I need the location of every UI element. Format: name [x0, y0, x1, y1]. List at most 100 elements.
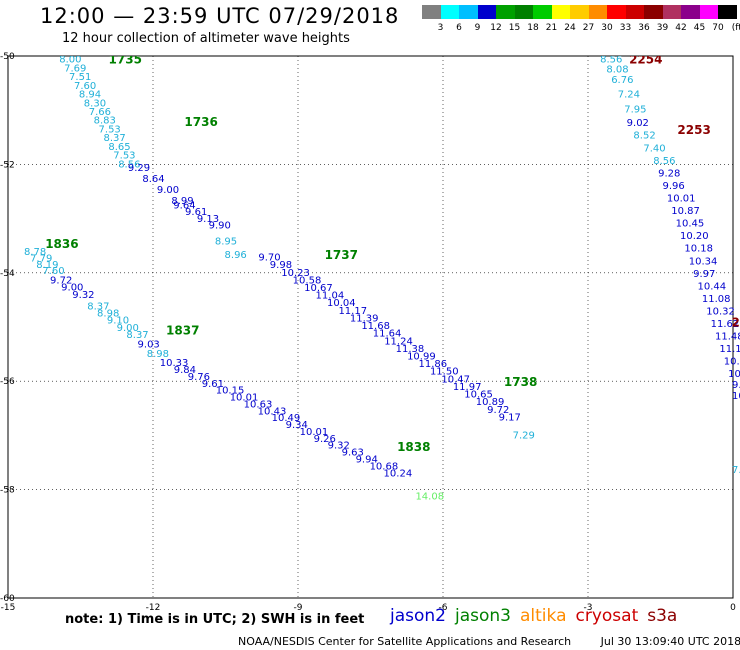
wave-height-value: 9.29 — [128, 163, 150, 174]
longitude-tick-label: -12 — [146, 603, 161, 613]
wave-height-value: 10.63 — [244, 399, 273, 410]
wave-height-value: 11.86 — [419, 359, 448, 370]
wave-height-value: 9.02 — [627, 118, 649, 129]
wave-height-value: 7.53 — [99, 124, 121, 135]
wave-height-value: 9.97 — [693, 269, 715, 280]
wave-height-value: 11.97 — [453, 382, 482, 393]
pass-time-label: 1836 — [45, 237, 78, 251]
legend-swatch — [699, 5, 719, 19]
wave-height-value: 10.99 — [407, 352, 436, 363]
wave-height-labels: 8.007.697.517.608.948.307.668.837.538.37… — [24, 53, 740, 503]
wave-height-value: 9.72 — [50, 275, 72, 286]
wave-height-value: 10.18 — [684, 244, 713, 255]
wave-height-value: 8.37 — [87, 301, 109, 312]
wave-height-value: 9.61 — [202, 379, 224, 390]
legend-label: 15 — [508, 23, 521, 33]
legend-swatch — [662, 5, 682, 19]
pass-time-label: 1735 — [109, 53, 142, 67]
wave-height-value: 10.47 — [441, 374, 470, 385]
pass-time-label: 22 — [732, 316, 740, 330]
satellite-label-s3a: s3a — [647, 606, 678, 626]
wave-height-value: 7.24 — [618, 90, 640, 101]
wave-height-value: 10.45 — [676, 219, 705, 230]
legend-swatch — [588, 5, 608, 19]
wave-height-value: 10.67 — [304, 283, 333, 294]
wave-height-value: 14.08 — [415, 492, 444, 503]
wave-height-value: 9.84 — [174, 365, 196, 376]
wave-height-value: 7.60 — [42, 266, 64, 277]
wave-height-value: 10.68 — [370, 461, 399, 472]
latitude-tick-label: -56 — [0, 377, 15, 387]
legend-label: 6 — [456, 23, 462, 33]
wave-height-value: 10.13 — [724, 357, 740, 368]
wave-height-value: 8.96 — [225, 250, 247, 261]
wave-height-value: 10.87 — [671, 206, 700, 217]
wave-height-value: 8.56 — [653, 156, 675, 167]
satellite-label-jason3: jason3 — [455, 606, 511, 626]
legend-swatch — [551, 5, 571, 19]
wave-height-value: 10.43 — [258, 406, 287, 417]
wave-height-value: 9.63 — [342, 448, 364, 459]
wave-height-value: 9.00 — [117, 323, 139, 334]
wave-height-value: 10.24 — [384, 468, 413, 479]
wave-height-value: 8.98 — [97, 309, 119, 320]
wave-height-value: 11.15 — [719, 344, 740, 355]
pass-time-label: 1838 — [397, 440, 430, 454]
wave-height-value: 9.03 — [138, 339, 160, 350]
wave-height-value: 7.29 — [513, 430, 535, 441]
wave-height-value: 10.65 — [464, 390, 493, 401]
wave-height-value: 9.98 — [270, 260, 292, 271]
longitude-tick-label: -15 — [1, 603, 16, 613]
pass-time-label: 2253 — [677, 123, 710, 137]
pass-time-label: 1736 — [184, 115, 217, 129]
note-text: note: 1) Time is in UTC; 2) SWH is in fe… — [65, 612, 365, 627]
legend-swatch — [496, 5, 515, 19]
wave-height-value: 9.90 — [209, 221, 231, 232]
latitude-tick-label: -52 — [0, 160, 15, 170]
wave-height-value: 7.51 — [69, 72, 91, 83]
legend-swatch — [718, 5, 737, 19]
wave-height-value: 8.08 — [606, 64, 628, 75]
wave-height-value: 11.62 — [711, 319, 740, 330]
wave-height-value: 11.38 — [396, 344, 425, 355]
latitude-tick-label: -54 — [0, 269, 15, 279]
legend-label: 21 — [545, 23, 558, 33]
wave-height-value: 10.89 — [476, 397, 505, 408]
wave-height-value: 10.49 — [272, 413, 301, 424]
legend-label: 27 — [582, 23, 595, 33]
wave-height-value: 7.60 — [74, 81, 96, 92]
wave-height-value: 9.26 — [314, 434, 336, 445]
wave-height-value: 8.83 — [94, 116, 116, 127]
wave-height-value: 9.70 — [258, 253, 280, 264]
wave-height-value: 9.72 — [487, 405, 509, 416]
longitude-tick-label: -6 — [439, 603, 448, 613]
wave-height-value: 8.64 — [142, 174, 164, 185]
legend-swatch — [514, 5, 534, 19]
wave-height-value: 9.61 — [185, 207, 207, 218]
map-subtitle: 12 hour collection of altimeter wave hei… — [62, 31, 350, 46]
wave-height-value: 9.28 — [658, 169, 680, 180]
wave-height-value: 11.39 — [350, 313, 379, 324]
legend-label: 42 — [675, 23, 687, 33]
satellite-legend: jason2 jason3 altika cryosat s3a — [390, 606, 686, 626]
legend-swatch — [477, 5, 497, 19]
wave-height-value: 8.56 — [118, 159, 140, 170]
legend-label: 30 — [601, 23, 613, 33]
latitude-tick-label: -60 — [0, 594, 15, 604]
wave-height-value: 11.64 — [373, 329, 402, 340]
latitude-tick-label: -58 — [0, 486, 15, 496]
legend-label: 70 — [712, 23, 724, 33]
legend-swatch — [422, 5, 441, 19]
legend-swatch — [644, 5, 663, 19]
map-frame — [7, 55, 734, 599]
wave-height-value: 7.95 — [624, 105, 646, 116]
wave-height-value: 9.32 — [72, 290, 94, 301]
wave-height-value: 9.17 — [499, 412, 521, 423]
longitude-tick-label: -9 — [294, 603, 303, 613]
wave-height-value: 11.50 — [430, 367, 459, 378]
pass-time-label: 1737 — [325, 248, 358, 262]
wave-height-value: 10.01 — [667, 194, 696, 205]
legend-swatch — [533, 5, 552, 19]
wave-height-value: 9.96 — [662, 181, 684, 192]
